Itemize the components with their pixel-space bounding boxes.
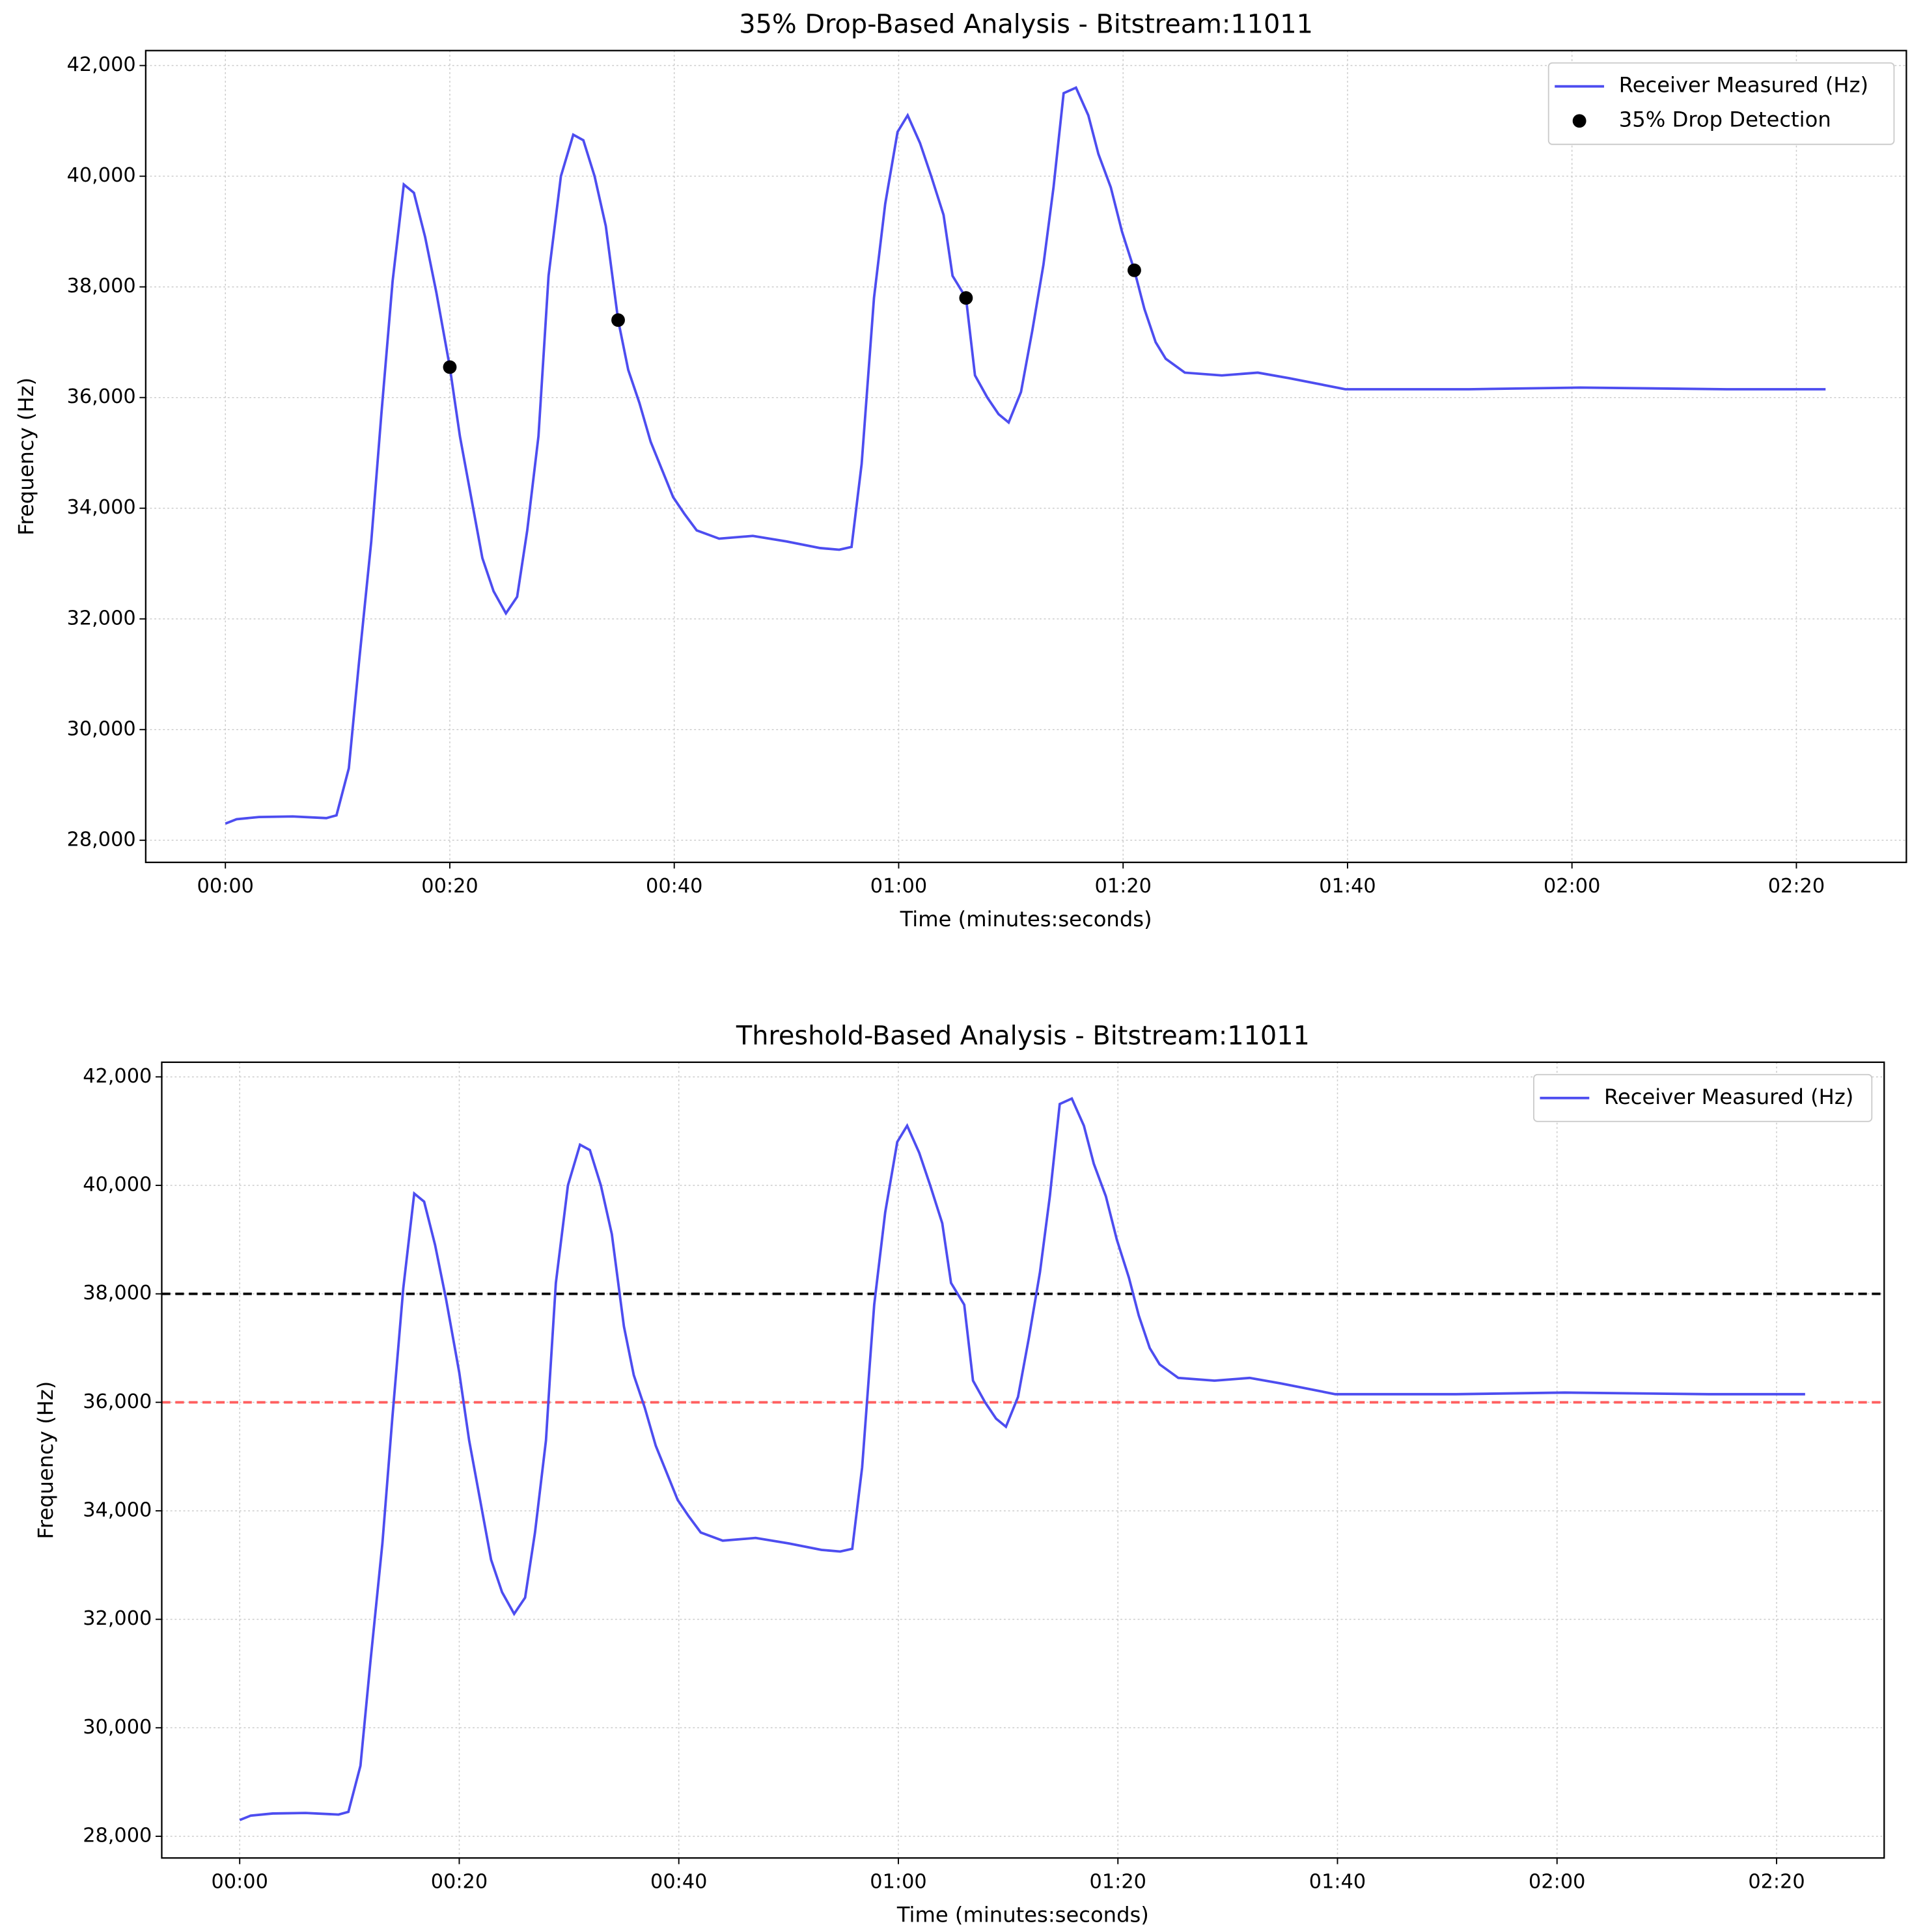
y-tick-label: 42,000	[83, 1065, 152, 1088]
x-axis-label: Time (minutes:seconds)	[900, 907, 1152, 932]
x-tick-label: 01:40	[1309, 1871, 1366, 1894]
y-tick-label: 32,000	[67, 607, 136, 629]
y-tick-label: 40,000	[67, 164, 136, 187]
legend-label: 35% Drop Detection	[1619, 107, 1831, 132]
data-point	[1128, 263, 1141, 277]
y-tick-label: 28,000	[67, 828, 136, 851]
data-point	[611, 313, 625, 327]
chart-title: 35% Drop-Based Analysis - Bitstream:1101…	[739, 9, 1313, 39]
x-axis-label: Time (minutes:seconds)	[896, 1902, 1149, 1927]
x-tick-label: 00:40	[646, 875, 702, 898]
y-tick-label: 40,000	[83, 1173, 152, 1196]
x-tick-label: 02:00	[1544, 875, 1600, 898]
legend-box	[1547, 62, 1895, 145]
data-point	[959, 291, 973, 305]
x-tick-label: 01:00	[870, 1871, 926, 1894]
x-tick-label: 00:20	[421, 875, 478, 898]
chart-title: Threshold-Based Analysis - Bitstream:110…	[736, 1021, 1310, 1051]
x-tick-label: 00:40	[650, 1871, 707, 1894]
y-tick-label: 32,000	[83, 1607, 152, 1630]
x-tick-label: 01:40	[1319, 875, 1376, 898]
y-tick-label: 30,000	[67, 717, 136, 740]
legend-label: Receiver Measured (Hz)	[1619, 73, 1868, 98]
y-tick-label: 38,000	[67, 275, 136, 297]
data-line	[239, 1097, 1805, 1821]
x-tick-label: 01:00	[870, 875, 927, 898]
plot-frame	[145, 49, 1907, 863]
x-tick-label: 02:00	[1529, 1871, 1585, 1894]
y-tick-label: 34,000	[67, 496, 136, 519]
x-tick-label: 01:20	[1095, 875, 1152, 898]
y-tick-label: 36,000	[67, 385, 136, 408]
y-axis-label: Frequency (Hz)	[14, 378, 38, 536]
y-tick-label: 36,000	[83, 1390, 152, 1413]
x-tick-label: 01:20	[1090, 1871, 1146, 1894]
y-tick-label: 38,000	[83, 1282, 152, 1304]
legend-label: Receiver Measured (Hz)	[1604, 1084, 1853, 1109]
y-axis-label: Frequency (Hz)	[33, 1381, 58, 1539]
y-tick-label: 28,000	[83, 1824, 152, 1847]
y-tick-label: 30,000	[83, 1716, 152, 1739]
y-tick-label: 34,000	[83, 1498, 152, 1521]
x-tick-label: 02:20	[1748, 1871, 1805, 1894]
chart: 35% Drop-Based Analysis - Bitstream:1101…	[14, 9, 1907, 932]
chart: Threshold-Based Analysis - Bitstream:110…	[33, 1021, 1885, 1927]
y-tick-label: 42,000	[67, 53, 136, 76]
data-line	[225, 86, 1826, 825]
legend-box	[1533, 1073, 1873, 1122]
data-point	[443, 360, 457, 374]
x-tick-label: 00:20	[431, 1871, 488, 1894]
x-tick-label: 00:00	[212, 1871, 268, 1894]
x-tick-label: 02:20	[1768, 875, 1825, 898]
x-tick-label: 00:00	[197, 875, 254, 898]
legend-swatch	[1572, 114, 1586, 128]
plot-frame	[161, 1061, 1885, 1859]
